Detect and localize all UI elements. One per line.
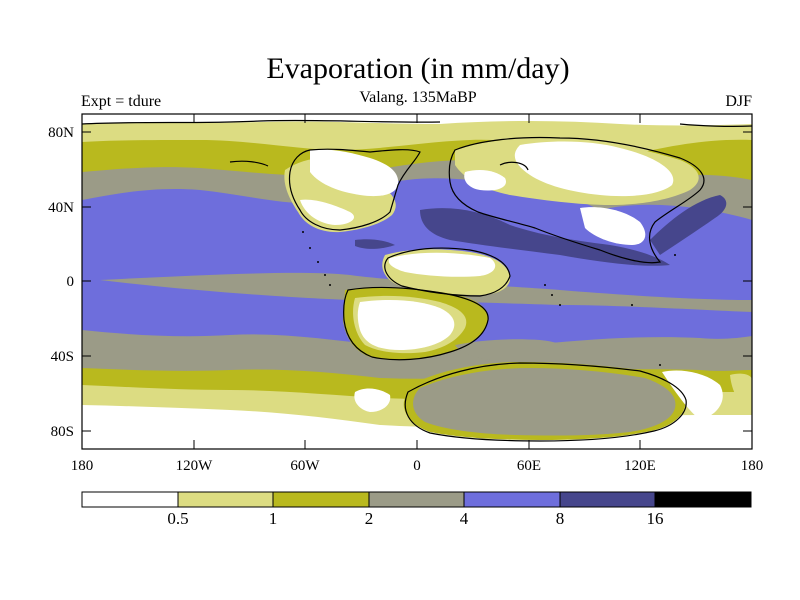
island-dot — [544, 284, 546, 286]
lon-label: 120W — [176, 458, 214, 474]
island-dot — [309, 247, 311, 249]
band-southeast-lightolive — [730, 373, 752, 410]
colorbar-segment — [464, 492, 560, 507]
colorbar-labels: 0.5 1 2 4 8 16 — [167, 509, 663, 528]
band-africa-white — [388, 252, 496, 277]
lon-labels: 180 120W 60W 0 60E 120E 180 — [71, 458, 764, 474]
band-europe-white — [464, 170, 506, 191]
island-dot — [551, 294, 553, 296]
lat-label: 80N — [48, 125, 74, 141]
colorbar-label: 16 — [647, 509, 664, 528]
lon-label: 120E — [624, 458, 656, 474]
band-namerica-white-south — [300, 199, 355, 225]
lon-label: 180 — [741, 458, 764, 474]
island-dot — [302, 231, 304, 233]
lat-label: 40S — [51, 349, 74, 365]
island-dot — [631, 304, 633, 306]
antarctica-coast — [404, 362, 687, 442]
colorbar-frame — [81, 491, 752, 508]
season-label: DJF — [725, 93, 752, 110]
lat-labels: 80N 40N 0 40S 80S — [48, 125, 74, 440]
colorbar-label: 2 — [365, 509, 374, 528]
colorbar-segment — [560, 492, 655, 507]
namerica-coast — [288, 148, 421, 231]
arctic-island-coast — [229, 160, 269, 167]
lat-ticks — [82, 131, 752, 432]
arctic-coast-east — [679, 123, 752, 127]
band-namerica-white — [310, 149, 399, 197]
island-dots — [302, 231, 676, 366]
colorbar-segment — [178, 492, 273, 507]
band-eurasia-white — [514, 141, 674, 197]
lon-label: 0 — [413, 458, 421, 474]
band-tethys-dark — [420, 208, 670, 266]
island-dot — [559, 304, 561, 306]
lon-label: 60W — [290, 458, 320, 474]
band-pacific-dark — [650, 195, 727, 255]
colorbar-label: 1 — [269, 509, 278, 528]
coastlines — [82, 119, 752, 442]
colorbar-segment — [273, 492, 369, 507]
band-samerica-white — [357, 300, 455, 350]
samerica-coast — [343, 286, 489, 361]
colorbar-segment — [655, 492, 751, 507]
evaporation-field — [82, 114, 752, 449]
inland-sea-coast — [499, 161, 529, 171]
island-dot — [329, 284, 331, 286]
lat-label: 80S — [51, 424, 74, 440]
band-antarctica-east-white — [662, 370, 723, 420]
island-dot — [317, 261, 319, 263]
lat-label: 0 — [67, 274, 75, 290]
experiment-label: Expt = tdure — [81, 93, 162, 110]
band-antarctica-grey — [413, 368, 676, 436]
colorbar: 0.5 1 2 4 8 16 — [81, 491, 752, 528]
colorbar-label: 0.5 — [167, 509, 188, 528]
colorbar-segment — [82, 492, 178, 507]
lat-label: 40N — [48, 200, 74, 216]
map-subtitle: Valang. 135MaBP — [359, 89, 477, 106]
band-antarctica-west-white — [354, 388, 391, 412]
band-atlantic-dark — [355, 239, 395, 249]
colorbar-label: 8 — [556, 509, 565, 528]
island-dot — [659, 364, 661, 366]
band-china-white — [580, 207, 646, 245]
colorbar-segment — [369, 492, 464, 507]
africa-coast — [384, 247, 511, 297]
band-india-grey — [455, 339, 571, 363]
island-dot — [324, 274, 326, 276]
lon-ticks — [81, 114, 753, 449]
colorbar-dividers — [177, 492, 656, 507]
lon-label: 180 — [71, 458, 94, 474]
lon-label: 60E — [517, 458, 541, 474]
island-dot — [674, 254, 676, 256]
eurasia-coast — [448, 136, 705, 264]
map-title: Evaporation (in mm/day) — [266, 52, 570, 85]
colorbar-label: 4 — [460, 509, 469, 528]
arctic-coast-west — [82, 119, 441, 125]
